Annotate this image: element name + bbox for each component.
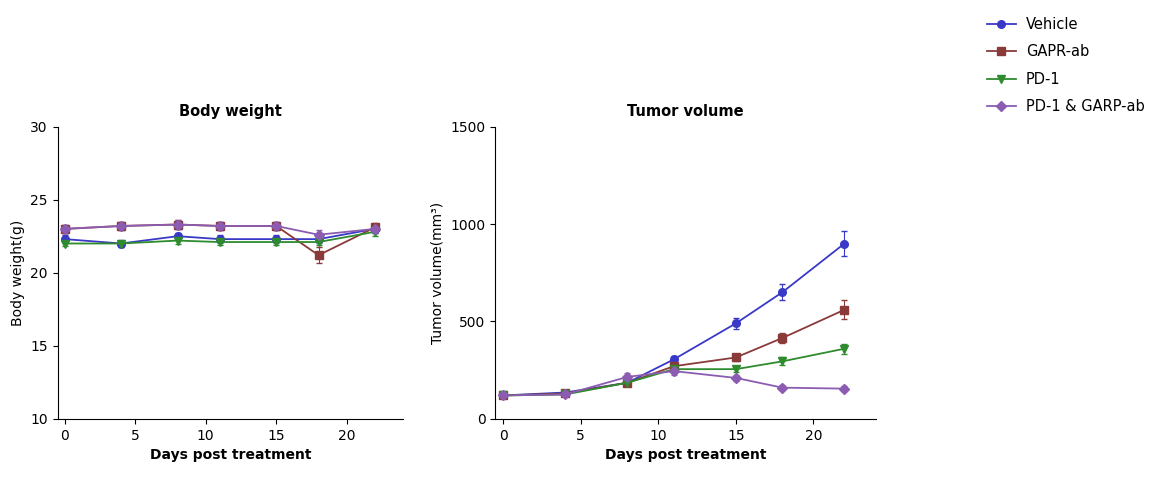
Y-axis label: Tumor volume(mm³): Tumor volume(mm³) [431, 202, 445, 344]
Y-axis label: Body weight(g): Body weight(g) [10, 220, 24, 326]
X-axis label: Days post treatment: Days post treatment [150, 448, 311, 462]
Title: Tumor volume: Tumor volume [627, 104, 744, 118]
Title: Body weight: Body weight [179, 104, 282, 118]
Legend: Vehicle, GAPR-ab, PD-1, PD-1 & GARP-ab: Vehicle, GAPR-ab, PD-1, PD-1 & GARP-ab [986, 17, 1145, 114]
X-axis label: Days post treatment: Days post treatment [605, 448, 766, 462]
